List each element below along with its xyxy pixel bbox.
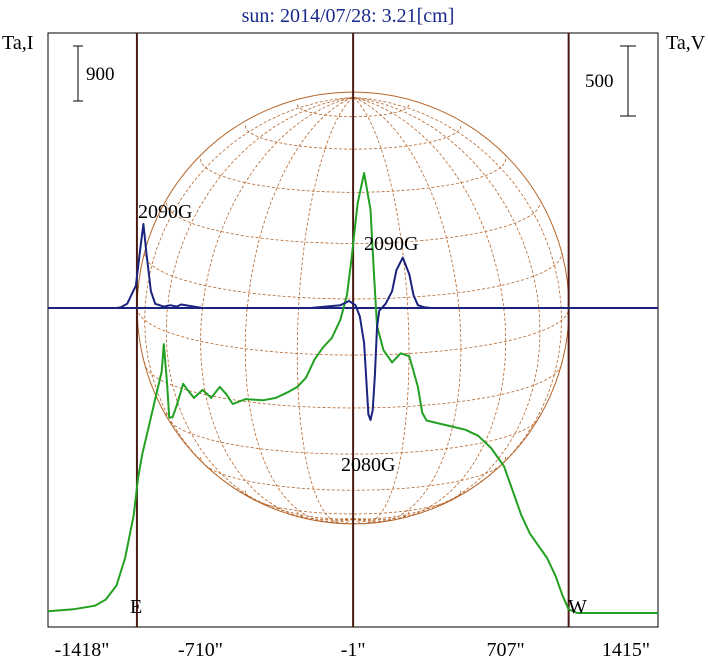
x-tick-label: -710" <box>178 639 223 661</box>
longitude-line <box>244 96 354 523</box>
longitude-line <box>352 96 507 522</box>
left-scale-bar <box>73 45 83 102</box>
series-I-line <box>47 172 658 614</box>
annotation-2080g: 2080G <box>341 454 395 476</box>
series-group <box>47 172 658 614</box>
left-axis-label: Ta,I <box>2 32 33 54</box>
limb-lines <box>135 33 570 627</box>
longitude-line <box>352 96 462 523</box>
longitude-line <box>296 97 354 524</box>
right-axis-label: Ta,V <box>666 32 706 54</box>
series-V-line <box>48 223 658 421</box>
longitude-line <box>144 96 354 520</box>
x-tick-label: 707" <box>486 639 524 661</box>
longitude-line <box>352 97 410 524</box>
east-limb-label: E <box>130 596 142 618</box>
right-scale-bar <box>620 45 636 117</box>
longitude-line <box>353 96 563 520</box>
annotation-2090g-right: 2090G <box>364 233 418 255</box>
left-scale-bar-label: 900 <box>86 64 115 85</box>
annotation-2090g-left: 2090G <box>138 201 192 223</box>
chart-title: sun: 2014/07/28: 3.21[cm] <box>242 5 455 27</box>
x-tick-label: -1" <box>341 639 366 661</box>
west-limb-label: W <box>568 596 587 618</box>
x-tick-label: -1418" <box>55 639 110 661</box>
longitude-line <box>165 96 354 521</box>
longitude-line <box>200 96 354 522</box>
right-scale-bar-label: 500 <box>585 71 614 92</box>
longitude-line <box>353 96 541 521</box>
x-tick-label: 1415" <box>602 639 650 661</box>
latitude-line <box>296 511 410 525</box>
x-tick-labels: -1418" -710" -1" 707" 1415" <box>55 639 651 661</box>
